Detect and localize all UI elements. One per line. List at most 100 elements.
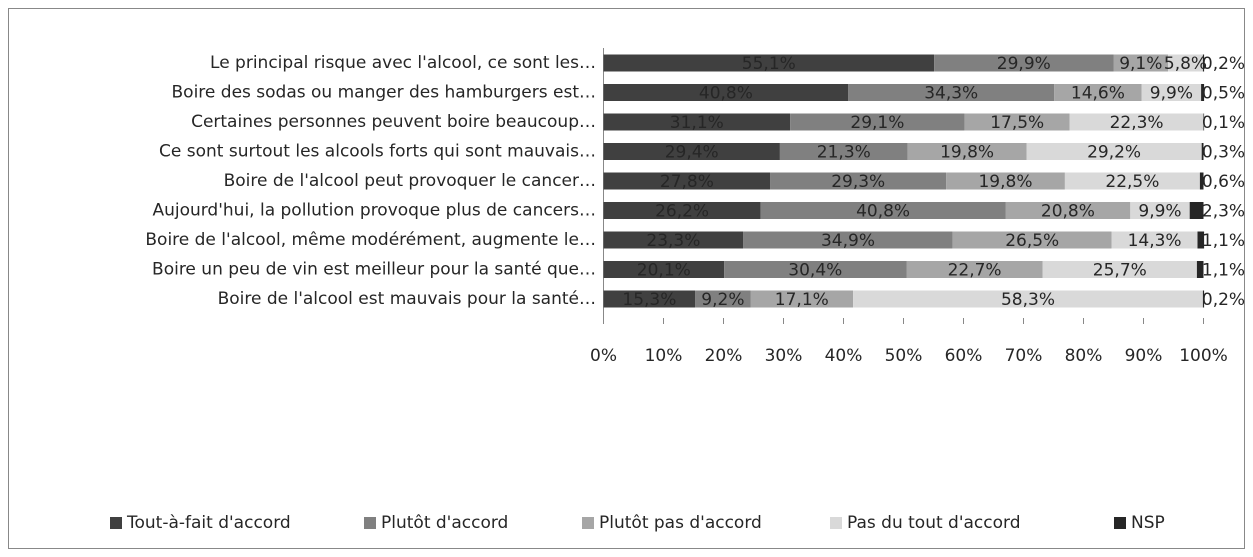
data-label: 29,1% bbox=[850, 113, 904, 133]
legend-swatch bbox=[1114, 517, 1126, 529]
data-label: 30,4% bbox=[788, 261, 842, 281]
bar-segment bbox=[1199, 172, 1204, 190]
data-label: 1,1% bbox=[1202, 261, 1245, 281]
data-label: 31,1% bbox=[670, 113, 724, 133]
bar-segment bbox=[1196, 261, 1204, 278]
bar-segment bbox=[1064, 172, 1200, 190]
category-label: Boire de l'alcool est mauvais pour la sa… bbox=[218, 289, 596, 309]
legend-label: NSP bbox=[1131, 513, 1165, 533]
legend-swatch bbox=[364, 517, 376, 529]
bar-segment bbox=[603, 84, 849, 101]
data-label: 23,3% bbox=[646, 231, 700, 251]
bar-segment bbox=[1113, 54, 1169, 72]
bar-segment bbox=[1005, 202, 1131, 219]
bar-segment bbox=[1168, 54, 1203, 72]
data-label: 34,9% bbox=[821, 231, 875, 251]
data-label: 34,3% bbox=[924, 84, 978, 104]
x-tick-label: 90% bbox=[1125, 346, 1163, 366]
data-label: 0,5% bbox=[1202, 84, 1245, 104]
data-label: 26,2% bbox=[655, 202, 709, 222]
x-tick-label: 50% bbox=[885, 346, 923, 366]
data-label: 0,6% bbox=[1202, 172, 1245, 192]
category-label: Boire de l'alcool peut provoquer le canc… bbox=[224, 171, 596, 191]
data-label: 14,6% bbox=[1071, 84, 1125, 104]
bar-segment bbox=[952, 231, 1112, 249]
data-label: 25,7% bbox=[1093, 261, 1147, 281]
legend-swatch bbox=[110, 517, 122, 529]
data-label: 29,3% bbox=[831, 172, 885, 192]
data-label: 0,3% bbox=[1202, 143, 1245, 163]
x-tick-label: 10% bbox=[645, 346, 683, 366]
bar-segment bbox=[603, 143, 780, 160]
category-label: Boire de l'alcool, même modérément, augm… bbox=[145, 230, 596, 250]
bar-segment bbox=[1201, 143, 1204, 160]
data-label: 14,3% bbox=[1128, 231, 1182, 251]
legend-label: Plutôt pas d'accord bbox=[599, 513, 762, 533]
legend-swatch bbox=[830, 517, 842, 529]
legend-label: Tout-à-fait d'accord bbox=[126, 513, 291, 533]
x-tick-label: 60% bbox=[945, 346, 983, 366]
data-label: 55,1% bbox=[742, 54, 796, 74]
data-label: 20,8% bbox=[1041, 202, 1095, 222]
category-label: Le principal risque avec l'alcool, ce so… bbox=[210, 53, 596, 73]
bar-segment bbox=[603, 202, 761, 219]
x-tick-label: 30% bbox=[765, 346, 803, 366]
bar-segment bbox=[1042, 261, 1197, 278]
data-label: 17,5% bbox=[990, 113, 1044, 133]
bar-segment bbox=[934, 54, 1114, 72]
data-label: 19,8% bbox=[978, 172, 1032, 192]
bar-segment bbox=[724, 261, 907, 278]
data-label: 29,2% bbox=[1087, 143, 1141, 163]
bar-segment bbox=[848, 84, 1055, 101]
x-tick-label: 80% bbox=[1065, 346, 1103, 366]
bar-segment bbox=[1197, 231, 1205, 249]
bar-segment bbox=[1069, 113, 1204, 131]
bar-segment bbox=[695, 290, 751, 308]
category-label: Certaines personnes peuvent boire beauco… bbox=[191, 112, 596, 132]
data-label: 9,1% bbox=[1119, 54, 1162, 74]
bar-segment bbox=[1111, 231, 1198, 249]
x-tick-label: 100% bbox=[1179, 346, 1228, 366]
data-label: 22,7% bbox=[948, 261, 1002, 281]
bar-segment bbox=[946, 172, 1065, 190]
bar-segment bbox=[1202, 290, 1205, 308]
bar-segment bbox=[1054, 84, 1142, 101]
data-label: 29,9% bbox=[997, 54, 1051, 74]
data-label: 5,8% bbox=[1164, 54, 1207, 74]
bar-segment bbox=[750, 290, 854, 308]
data-label: 40,8% bbox=[856, 202, 910, 222]
data-label: 9,9% bbox=[1150, 84, 1193, 104]
bar-segment bbox=[1130, 202, 1190, 219]
data-label: 29,4% bbox=[665, 143, 719, 163]
bar-segment bbox=[1141, 84, 1202, 101]
data-label: 58,3% bbox=[1001, 290, 1055, 310]
bar-segment bbox=[743, 231, 953, 249]
data-label: 17,1% bbox=[775, 290, 829, 310]
category-label: Boire un peu de vin est meilleur pour la… bbox=[152, 260, 596, 280]
data-label: 0,2% bbox=[1202, 290, 1245, 310]
bar-segment bbox=[907, 143, 1027, 160]
data-label: 9,2% bbox=[701, 290, 744, 310]
data-label: 22,5% bbox=[1105, 172, 1159, 192]
data-label: 27,8% bbox=[660, 172, 714, 192]
x-tick-label: 40% bbox=[825, 346, 863, 366]
data-label: 19,8% bbox=[940, 143, 994, 163]
data-label: 21,3% bbox=[817, 143, 871, 163]
bar-segment bbox=[853, 290, 1203, 308]
data-label: 15,3% bbox=[622, 290, 676, 310]
bar-segment bbox=[770, 172, 947, 190]
x-tick-label: 0% bbox=[590, 346, 617, 366]
bar-segment bbox=[1189, 202, 1204, 219]
x-tick-label: 20% bbox=[705, 346, 743, 366]
bar-segment bbox=[906, 261, 1043, 278]
legend-label: Plutôt d'accord bbox=[381, 513, 508, 533]
data-label: 26,5% bbox=[1005, 231, 1059, 251]
bar-segment bbox=[790, 113, 965, 131]
bar-segment bbox=[603, 231, 744, 249]
data-label: 2,3% bbox=[1202, 202, 1245, 222]
bar-segment bbox=[779, 143, 908, 160]
legend-label: Pas du tout d'accord bbox=[847, 513, 1021, 533]
bar-segment bbox=[603, 261, 725, 278]
bar-segment bbox=[603, 172, 771, 190]
